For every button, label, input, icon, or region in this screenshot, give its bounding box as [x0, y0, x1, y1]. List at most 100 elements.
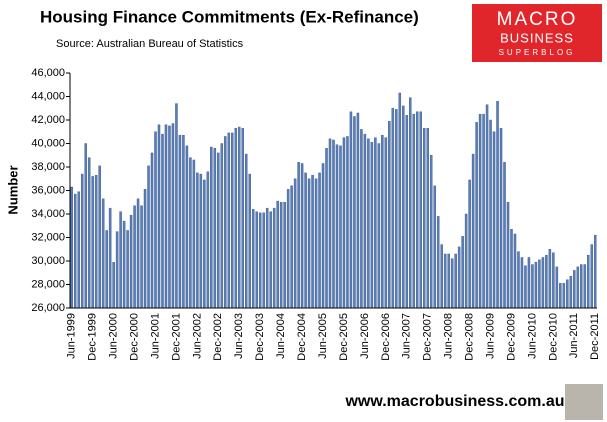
- x-tick-label: Jun-2001: [149, 313, 161, 359]
- x-tick-label: Jun-2006: [359, 313, 371, 359]
- x-tick-label: Dec-2009: [505, 313, 517, 361]
- y-tick-label: 42,000: [31, 114, 65, 126]
- bar: [506, 202, 510, 309]
- bar: [534, 261, 538, 309]
- bar: [171, 123, 175, 309]
- bar: [478, 113, 482, 309]
- bar: [548, 249, 552, 309]
- bar: [283, 202, 286, 309]
- bar: [381, 135, 384, 309]
- bar: [150, 152, 154, 309]
- bar: [370, 142, 374, 309]
- bar: [262, 212, 265, 309]
- x-tick-label: Dec-2006: [380, 313, 392, 361]
- bar: [527, 257, 531, 309]
- bar: [157, 124, 161, 309]
- bar: [101, 198, 105, 309]
- bar: [129, 214, 133, 309]
- bar: [133, 205, 136, 309]
- bar: [436, 216, 440, 309]
- bar: [363, 133, 367, 309]
- footer: www.macrobusiness.com.au: [344, 393, 564, 410]
- bar: [426, 128, 429, 309]
- bar: [279, 202, 283, 309]
- bar: [314, 178, 318, 309]
- bar: [91, 176, 94, 309]
- bar: [409, 97, 412, 309]
- bar: [293, 178, 297, 309]
- bar: [318, 172, 321, 309]
- bar: [126, 230, 129, 309]
- bar: [213, 147, 217, 309]
- bar: [492, 131, 496, 309]
- bar: [503, 162, 506, 309]
- x-tick-label: Jun-2005: [317, 313, 329, 359]
- bar: [77, 191, 80, 309]
- logo-box: [472, 4, 602, 62]
- bar: [189, 157, 192, 309]
- bar: [416, 111, 419, 309]
- bar: [346, 136, 349, 309]
- bar: [175, 103, 178, 309]
- bar: [115, 231, 119, 309]
- bar: [569, 276, 573, 309]
- bar: [164, 124, 168, 309]
- bar: [499, 128, 503, 309]
- bar: [321, 163, 325, 309]
- x-tick-label: Jun-2007: [401, 313, 413, 359]
- chart-subtitle: Source: Australian Bureau of Statistics: [56, 38, 244, 50]
- x-tick-label: Dec-2010: [547, 313, 559, 361]
- bar: [224, 136, 227, 309]
- bar: [304, 172, 307, 309]
- bar: [154, 131, 157, 309]
- bar: [471, 153, 475, 309]
- bar: [227, 132, 231, 309]
- bar: [395, 109, 398, 309]
- x-tick-label: Dec-2007: [422, 313, 434, 361]
- bar: [290, 185, 293, 309]
- x-tick-label: Dec-1999: [87, 313, 99, 361]
- bar: [272, 207, 276, 309]
- bar: [332, 139, 335, 309]
- bar: [457, 246, 461, 309]
- bar: [136, 198, 140, 309]
- bar: [178, 135, 182, 309]
- bar: [196, 172, 199, 309]
- bar: [265, 207, 269, 309]
- bar: [108, 207, 112, 309]
- bar: [374, 137, 377, 309]
- bar: [70, 186, 73, 309]
- y-tick-label: 46,000: [31, 67, 65, 79]
- bar: [269, 211, 272, 309]
- bar: [84, 143, 87, 309]
- bar: [555, 266, 559, 309]
- bar: [98, 165, 101, 309]
- bar: [552, 252, 555, 309]
- x-tick-label: Jun-2009: [484, 313, 496, 359]
- y-tick-label: 44,000: [31, 90, 65, 102]
- bar: [307, 178, 311, 309]
- bar: [447, 253, 450, 309]
- y-tick-label: 32,000: [31, 231, 65, 243]
- bar: [377, 143, 381, 309]
- bar: [433, 185, 436, 309]
- bar: [405, 115, 409, 309]
- bar: [210, 146, 213, 309]
- bar: [520, 257, 524, 309]
- y-tick-label: 40,000: [31, 137, 65, 149]
- bar: [356, 112, 360, 309]
- bar: [251, 209, 255, 309]
- bar: [419, 111, 422, 309]
- bar: [353, 116, 356, 309]
- bar: [443, 253, 447, 309]
- bar: [286, 189, 290, 309]
- bar: [440, 244, 443, 309]
- bar: [485, 104, 489, 309]
- bar: [325, 147, 328, 309]
- bar: [234, 128, 238, 309]
- bar: [576, 266, 580, 309]
- x-tick-label: Jun-2003: [233, 313, 245, 359]
- bar: [587, 254, 590, 309]
- bar: [276, 200, 279, 309]
